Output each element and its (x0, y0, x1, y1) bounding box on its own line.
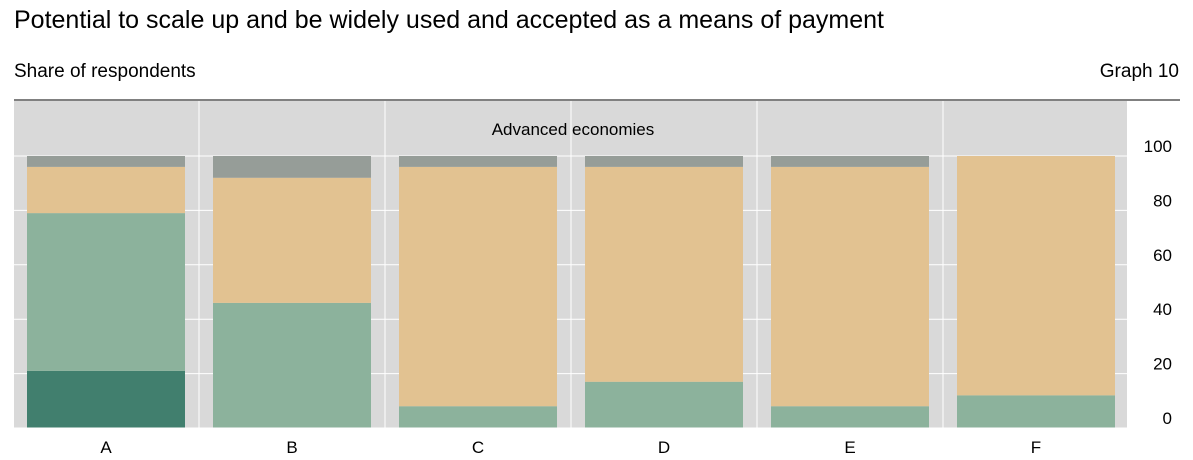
bar-segment (585, 166, 743, 382)
bar-segment (957, 395, 1115, 428)
y-tick-label: 60 (1153, 246, 1172, 265)
y-tick-label: 20 (1153, 355, 1172, 374)
x-category-label: C (472, 438, 484, 457)
bar-segment (399, 166, 557, 407)
x-category-label: E (844, 438, 855, 457)
bar-segment (27, 213, 185, 371)
bars (27, 156, 1115, 428)
x-category-label: F (1031, 438, 1041, 457)
y-tick-label: 80 (1153, 191, 1172, 210)
bar-segment (585, 381, 743, 428)
x-category-label: B (286, 438, 297, 457)
x-category-label: A (100, 438, 112, 457)
bar-segment (399, 406, 557, 428)
bar-segment (771, 406, 929, 428)
bar-segment (27, 166, 185, 214)
y-tick-label: 100 (1144, 137, 1172, 156)
bar-segment (213, 177, 371, 303)
bar-segment (399, 156, 557, 167)
bar-segment (27, 156, 185, 167)
bar-segment (213, 156, 371, 178)
chart-subtitle: Share of respondents (14, 61, 196, 82)
bar-segment (585, 156, 743, 167)
y-tick-label: 40 (1153, 300, 1172, 319)
bar-segment (771, 156, 929, 167)
bar-segment (957, 156, 1115, 396)
y-tick-label: 0 (1163, 409, 1172, 428)
chart-title: Potential to scale up and be widely used… (14, 6, 885, 34)
panel-label: Advanced economies (492, 120, 655, 139)
graph-number: Graph 10 (1099, 61, 1179, 82)
bar-segment (771, 166, 929, 407)
bar-segment (213, 302, 371, 428)
x-category-label: D (658, 438, 670, 457)
y-axis-ticks: 0 20 40 60 80 100 (1144, 137, 1172, 428)
x-axis-categories: A B C D E F (100, 438, 1041, 457)
bar-segment (27, 370, 185, 428)
